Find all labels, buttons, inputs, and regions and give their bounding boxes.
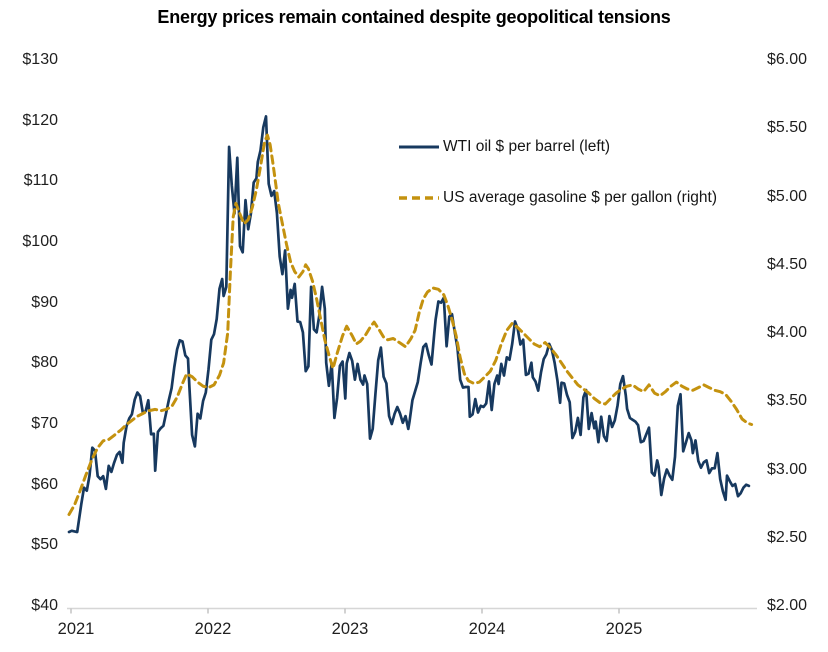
legend-item-wti: WTI oil $ per barrel (left) <box>398 136 610 158</box>
y-axis-right-label: $2.50 <box>767 528 808 546</box>
y-axis-right-label: $5.00 <box>767 187 808 205</box>
wti-line-sample-icon <box>399 145 439 149</box>
gasoline-line-sample-icon <box>399 196 439 200</box>
x-axis-label: 2021 <box>57 620 95 638</box>
gasoline-series-line <box>67 133 754 516</box>
y-axis-right-label: $4.00 <box>767 324 808 341</box>
legend-item-gasoline: US average gasoline $ per gallon (right) <box>398 187 717 209</box>
chart-title: Energy prices remain contained despite g… <box>157 7 671 27</box>
y-axis-right-label: $5.50 <box>767 119 808 137</box>
y-axis-right-label: $3.00 <box>767 460 808 478</box>
x-axis-label: 2023 <box>331 620 369 638</box>
y-axis-left-label: $60 <box>31 475 58 493</box>
y-axis-left-label: $40 <box>31 597 58 614</box>
legend-label-gasoline: US average gasoline $ per gallon (right) <box>443 189 717 206</box>
wti-series-line <box>67 115 751 534</box>
y-axis-left-label: $80 <box>31 354 58 372</box>
y-axis-left-label: $120 <box>22 111 58 129</box>
y-axis-left-label: $50 <box>31 536 58 554</box>
y-axis-left-label: $70 <box>31 415 58 432</box>
y-axis-right-label: $3.50 <box>767 392 808 410</box>
y-axis-right-label: $6.00 <box>767 51 808 68</box>
y-axis-right-label: $2.00 <box>767 597 808 614</box>
y-axis-left-label: $110 <box>23 172 58 190</box>
x-axis-label: 2024 <box>468 620 506 638</box>
legend-label-wti: WTI oil $ per barrel (left) <box>443 138 611 155</box>
x-axis-label: 2025 <box>605 620 643 638</box>
x-axis-label: 2022 <box>194 620 232 638</box>
y-axis-left-label: $90 <box>31 293 58 311</box>
y-axis-left-label: $130 <box>22 51 58 68</box>
y-axis-right-label: $4.50 <box>767 255 808 273</box>
y-axis-left-label: $100 <box>22 233 58 250</box>
